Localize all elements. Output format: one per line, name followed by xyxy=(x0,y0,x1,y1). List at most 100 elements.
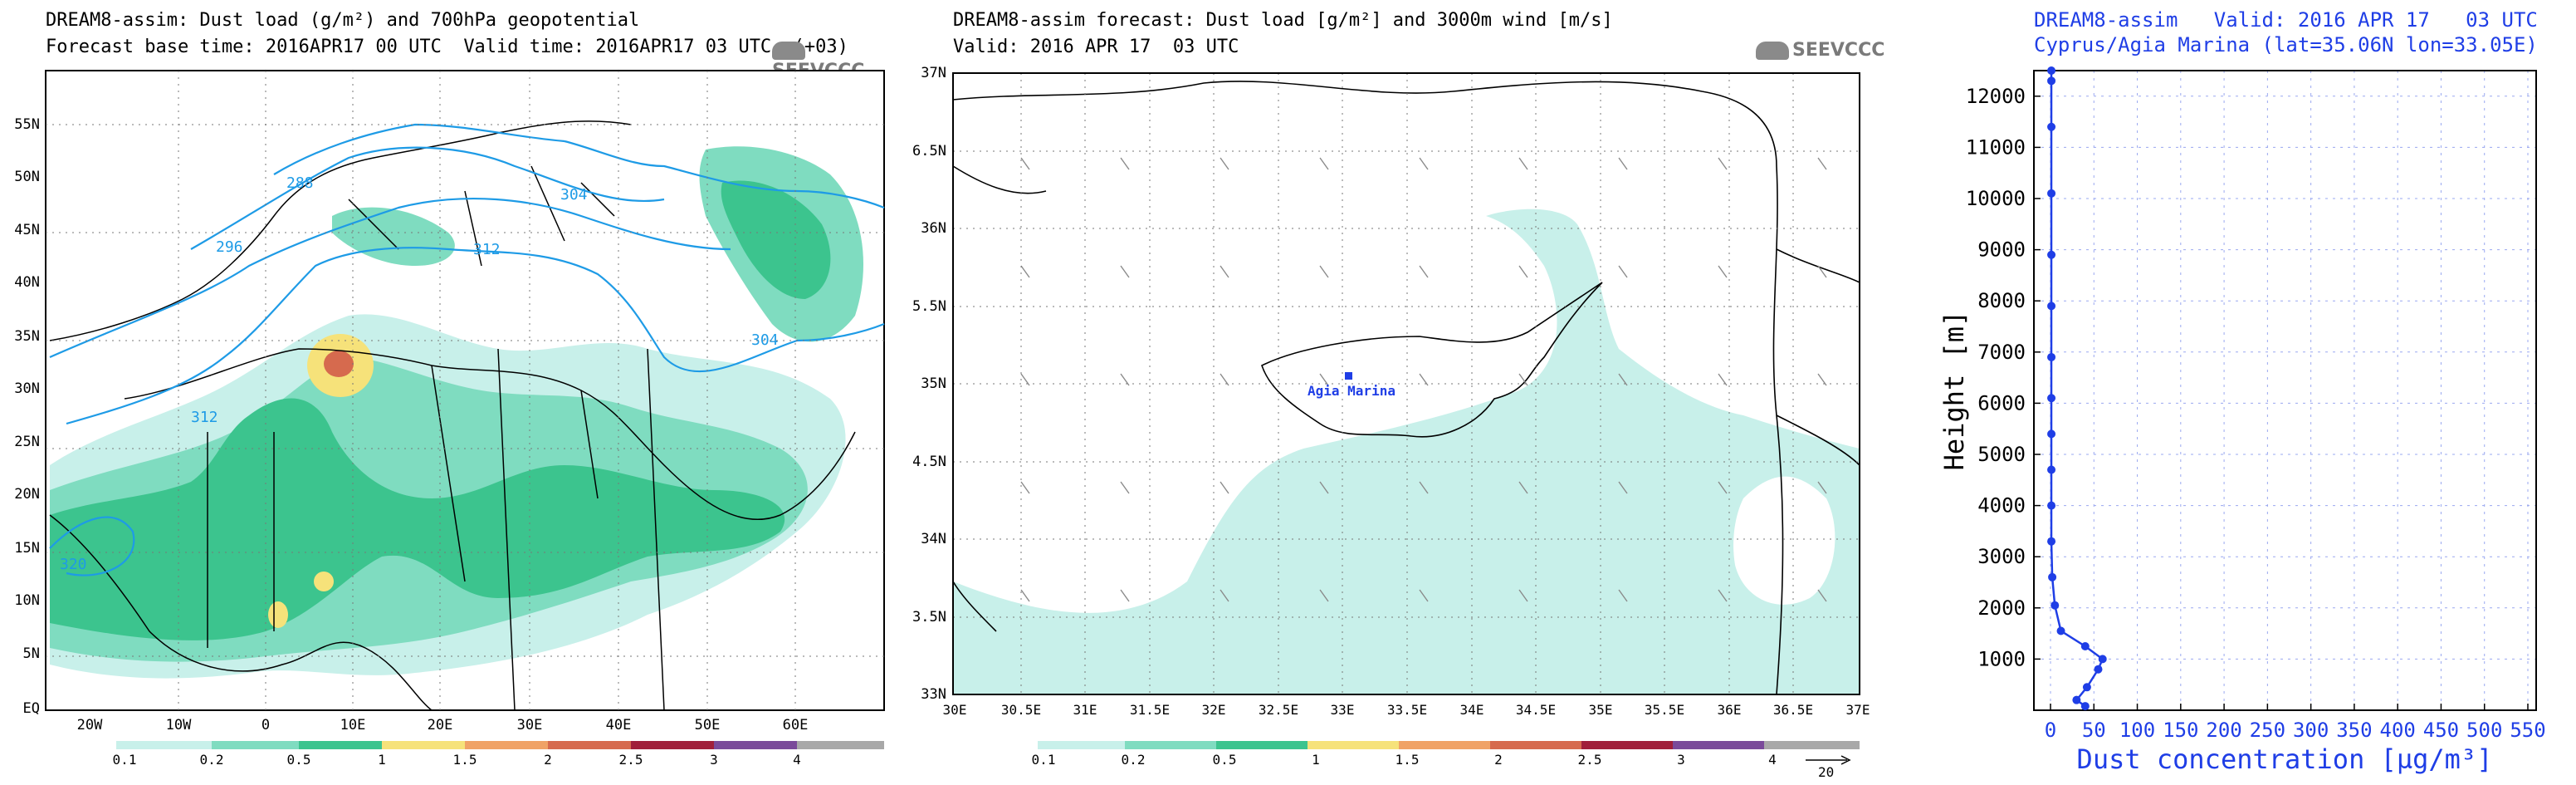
svg-text:35N: 35N xyxy=(14,328,40,345)
y-tick-label: 3000 xyxy=(1977,545,2026,568)
dust-clearing xyxy=(1733,476,1835,605)
svg-text:1: 1 xyxy=(1312,752,1320,768)
seevccc-logo-2: SEEVCCC xyxy=(1756,40,1884,61)
profile-point xyxy=(2047,76,2056,86)
lat-axis-labels-2: 37N 36.5N 36N 35.5N 35N 34.5N 34N 33.5N … xyxy=(913,65,946,703)
svg-text:296: 296 xyxy=(216,238,243,256)
colorbar xyxy=(116,741,884,749)
x-tick-label: 50 xyxy=(2082,719,2106,742)
profile-title: DREAM8-assim Valid: 2016 APR 17 03 UTC xyxy=(2034,8,2538,32)
svg-text:30E: 30E xyxy=(943,702,967,718)
dust-profile-chart: 1000200030004000500060007000800090001000… xyxy=(1938,66,2546,775)
graticule xyxy=(46,71,884,710)
svg-text:36E: 36E xyxy=(1718,702,1742,718)
y-tick-label: 10000 xyxy=(1966,187,2026,210)
profile-point xyxy=(2047,250,2056,259)
profile-point xyxy=(2051,601,2060,610)
profile-point xyxy=(2094,665,2103,674)
svg-text:34.5E: 34.5E xyxy=(1516,702,1556,718)
x-tick-label: 250 xyxy=(2250,719,2285,742)
x-tick-label: 200 xyxy=(2206,719,2241,742)
y-tick-label: 12000 xyxy=(1966,85,2026,108)
svg-text:34N: 34N xyxy=(921,531,946,547)
x-tick-label: 450 xyxy=(2423,719,2459,742)
svg-text:1.5: 1.5 xyxy=(1396,752,1420,768)
svg-text:36.5E: 36.5E xyxy=(1773,702,1813,718)
x-axis-label: Dust concentration [µg/m³] xyxy=(2077,743,2493,775)
svg-text:34E: 34E xyxy=(1460,702,1484,718)
profile-point xyxy=(2098,655,2107,664)
wind-arrows xyxy=(1020,157,1827,602)
profile-panel: DREAM8-assim Valid: 2016 APR 17 03 UTC C… xyxy=(1901,0,2576,785)
x-tick-label: 300 xyxy=(2293,719,2329,742)
svg-text:33E: 33E xyxy=(1331,702,1355,718)
profile-point xyxy=(2048,572,2057,581)
svg-text:5N: 5N xyxy=(23,645,40,662)
panel2-title: DREAM8-assim forecast: Dust load [g/m²] … xyxy=(953,10,1613,31)
svg-text:31.5E: 31.5E xyxy=(1130,702,1170,718)
svg-text:50E: 50E xyxy=(695,717,721,733)
svg-text:30E: 30E xyxy=(517,717,543,733)
geopotential-contours xyxy=(49,123,885,576)
svg-text:35.5E: 35.5E xyxy=(1645,702,1684,718)
cyprus-coast xyxy=(952,81,1860,695)
panel1-title: DREAM8-assim: Dust load (g/m²) and 700hP… xyxy=(46,10,640,31)
svg-text:15N: 15N xyxy=(14,540,40,557)
colorbar-labels-2: 0.1 0.2 0.5 1 1.5 2 2.5 3 4 xyxy=(1032,752,1777,768)
y-tick-label: 6000 xyxy=(1977,391,2026,415)
profile-point xyxy=(2047,537,2056,546)
svg-text:0.1: 0.1 xyxy=(1032,752,1056,768)
lon-axis-labels: 20W 10W 0 10E 20E 30E 40E 50E 60E xyxy=(77,717,809,733)
wind-reference-arrow: 20 xyxy=(1806,755,1851,780)
x-tick-labels: 0 50 100 150 200 250 300 350 400 450 500 550 xyxy=(2045,719,2546,742)
svg-text:10N: 10N xyxy=(14,592,40,609)
y-tick-label: 5000 xyxy=(1977,443,2026,466)
x-tick-label: 100 xyxy=(2119,719,2155,742)
svg-text:34.5N: 34.5N xyxy=(913,454,946,470)
profile-grid xyxy=(2034,71,2536,710)
regional-dust-map: 288 296 304 304 312 312 320 55N 50N 45N … xyxy=(14,70,885,768)
svg-text:37E: 37E xyxy=(1846,702,1870,718)
svg-text:304: 304 xyxy=(751,331,779,349)
y-tick-label: 11000 xyxy=(1966,135,2026,159)
svg-text:3: 3 xyxy=(710,752,718,768)
svg-text:10W: 10W xyxy=(166,717,192,733)
panel1-subtitle: Forecast base time: 2016APR17 00 UTC Val… xyxy=(46,37,848,57)
profile-point xyxy=(2082,683,2091,692)
svg-text:36N: 36N xyxy=(921,220,946,237)
profile-point xyxy=(2047,352,2056,361)
svg-text:20: 20 xyxy=(1818,764,1834,780)
y-tick-label: 1000 xyxy=(1977,647,2026,670)
profile-subtitle: Cyprus/Agia Marina (lat=35.06N lon=33.05… xyxy=(2034,33,2538,56)
profile-point xyxy=(2047,302,2056,311)
profile-point xyxy=(2047,122,2056,131)
svg-text:33N: 33N xyxy=(921,686,946,703)
profile-line xyxy=(2050,71,2104,708)
station-marker xyxy=(1345,372,1352,380)
svg-text:35.5N: 35.5N xyxy=(913,298,946,315)
svg-text:304: 304 xyxy=(560,186,588,204)
cyprus-map-panel: DREAM8-assim forecast: Dust load [g/m²] … xyxy=(913,0,1893,785)
svg-text:1: 1 xyxy=(378,752,386,768)
profile-point xyxy=(2080,702,2090,711)
colorbar-labels: 0.1 0.2 0.5 1 1.5 2 2.5 3 4 xyxy=(113,752,801,768)
lat-axis-labels: 55N 50N 45N 40N 35N 30N 25N 20N 15N 10N … xyxy=(14,116,40,717)
x-tick-label: 550 xyxy=(2510,719,2545,742)
svg-text:37N: 37N xyxy=(921,65,946,81)
svg-text:EQ: EQ xyxy=(23,700,40,717)
svg-text:312: 312 xyxy=(473,241,501,258)
svg-text:2.5: 2.5 xyxy=(619,752,643,768)
y-tick-label: 9000 xyxy=(1977,238,2026,262)
svg-text:0: 0 xyxy=(262,717,270,733)
svg-text:50N: 50N xyxy=(14,169,40,185)
x-tick-label: 400 xyxy=(2380,719,2416,742)
svg-text:3: 3 xyxy=(1677,752,1685,768)
profile-point xyxy=(2080,642,2090,650)
svg-text:312: 312 xyxy=(191,409,218,426)
svg-text:2: 2 xyxy=(1494,752,1503,768)
svg-text:60E: 60E xyxy=(783,717,809,733)
profile-point xyxy=(2047,429,2056,439)
svg-text:55N: 55N xyxy=(14,116,40,133)
x-tick-label: 350 xyxy=(2336,719,2372,742)
y-tick-labels: 1000 2000 3000 4000 5000 6000 7000 8000 9000 1000… xyxy=(1966,85,2026,671)
